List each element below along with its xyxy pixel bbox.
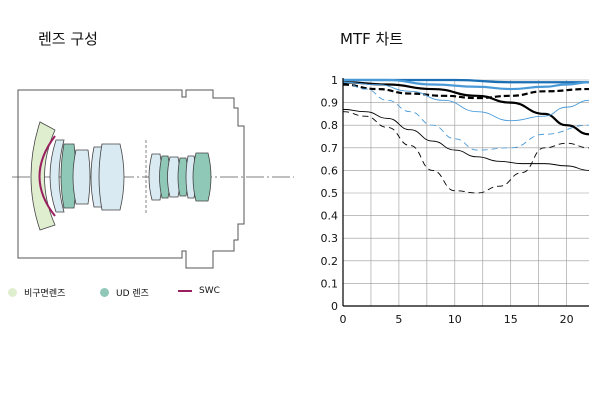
mtf-tick-labels: 0 5 10 15 20 0 0.1 0.2 0.3 0.4 0.5 0.6 0.7 0.8 0.9 1 — [321, 74, 574, 326]
x-tick-label: 20 — [560, 313, 574, 326]
y-tick-label: 0.4 — [321, 210, 339, 223]
x-tick-label: 5 — [395, 313, 402, 326]
lens-element-3 — [72, 149, 91, 205]
swc-swatch — [178, 290, 192, 292]
y-tick-label: 0.9 — [321, 97, 339, 110]
y-tick-label: 0.3 — [321, 232, 339, 245]
swc-coating — [38, 135, 56, 217]
legend-aspherical-label: 비구면렌즈 — [24, 289, 66, 299]
lens-legend: 비구면렌즈 UD 렌즈 SWC — [0, 286, 300, 306]
legend-swc-label: SWC — [199, 286, 220, 296]
legend-ud: UD 렌즈 — [100, 286, 149, 299]
mtf-chart: 0 5 10 15 20 0 0.1 0.2 0.3 0.4 0.5 0.6 0.7 0.8 0.9 1 — [321, 74, 590, 326]
mtf-series-line-6 — [342, 78, 590, 91]
y-tick-label: 0 — [331, 300, 338, 313]
mtf-chart-title: MTF 차트 — [340, 30, 404, 48]
aspherical-swatch — [8, 288, 17, 297]
mtf-axes — [342, 78, 589, 307]
y-tick-label: 0.1 — [321, 277, 339, 290]
x-tick-label: 15 — [504, 313, 518, 326]
y-tick-label: 1 — [331, 74, 338, 87]
ud-swatch — [100, 288, 109, 297]
y-tick-label: 0.8 — [321, 119, 339, 132]
lens-construction-diagram — [12, 89, 294, 269]
lens-barrel-outline — [17, 89, 245, 269]
front-aspherical-lens — [30, 121, 56, 231]
mtf-series-line-2 — [342, 83, 590, 100]
y-tick-label: 0.7 — [321, 142, 339, 155]
lens-construction-title: 렌즈 구성 — [38, 30, 98, 48]
lens-element-5 — [98, 143, 125, 211]
mtf-series-line-3 — [342, 108, 590, 171]
mtf-series-line-4 — [342, 111, 590, 194]
mtf-series-group — [342, 78, 590, 194]
rear-aspherical-lens — [192, 152, 212, 202]
mtf-series-line-1 — [342, 81, 590, 136]
legend-ud-label: UD 렌즈 — [116, 289, 149, 299]
mtf-grid — [343, 79, 589, 306]
y-tick-label: 0.5 — [321, 187, 339, 200]
legend-aspherical: 비구면렌즈 — [8, 286, 65, 299]
x-tick-label: 10 — [448, 313, 462, 326]
x-tick-label: 0 — [340, 313, 347, 326]
y-tick-label: 0.2 — [321, 255, 339, 268]
lens-element-2 — [49, 139, 65, 213]
y-tick-label: 0.6 — [321, 164, 339, 177]
legend-swc: SWC — [178, 286, 220, 296]
mtf-series-line-7 — [342, 81, 590, 122]
